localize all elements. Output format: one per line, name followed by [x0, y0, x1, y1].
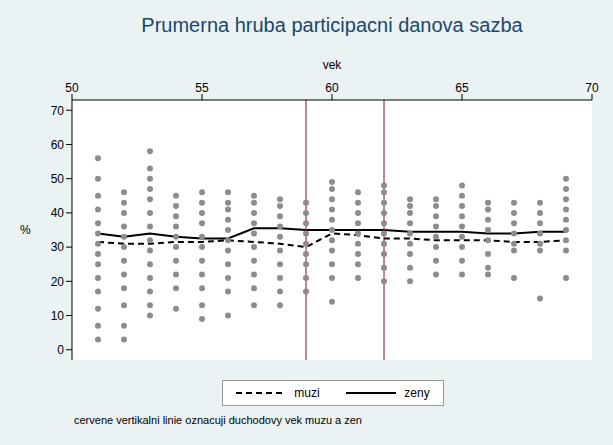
svg-text:50: 50 [51, 172, 65, 186]
svg-text:50: 50 [65, 81, 79, 95]
html-text:zeny: zeny [404, 386, 430, 400]
html-text:muzi: muzi [294, 386, 320, 400]
svg-text:70: 70 [51, 104, 65, 118]
svg-text:30: 30 [51, 240, 65, 254]
svg-text:65: 65 [455, 81, 469, 95]
svg-text:55: 55 [195, 81, 209, 95]
html-text:Prumerna hruba participacni da: Prumerna hruba participacni danova sazba [141, 14, 523, 36]
svg-text:%: % [20, 223, 31, 237]
svg-text:60: 60 [325, 81, 339, 95]
svg-text:0: 0 [57, 343, 64, 357]
svg-text:70: 70 [585, 81, 599, 95]
svg-text:10: 10 [51, 309, 65, 323]
svg-text:vek: vek [323, 58, 343, 72]
svg-text:40: 40 [51, 206, 65, 220]
html-text:cervene vertikalni linie oznac: cervene vertikalni linie oznacuji duchod… [74, 414, 362, 426]
svg-text:20: 20 [51, 275, 65, 289]
svg-text:60: 60 [51, 138, 65, 152]
